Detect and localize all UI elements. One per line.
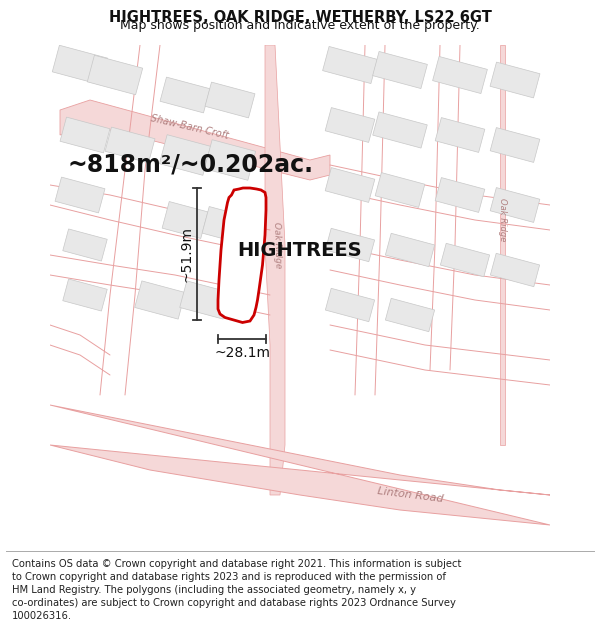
Bar [202, 206, 248, 244]
Bar [325, 288, 374, 322]
Text: ~28.1m: ~28.1m [214, 346, 270, 360]
Bar [375, 173, 425, 208]
Text: ~51.9m: ~51.9m [179, 226, 193, 282]
Bar [205, 82, 255, 118]
Bar [385, 298, 434, 332]
Bar [52, 45, 108, 85]
Bar [160, 77, 210, 113]
Polygon shape [500, 45, 505, 445]
Bar [373, 51, 427, 89]
Text: co-ordinates) are subject to Crown copyright and database rights 2023 Ordnance S: co-ordinates) are subject to Crown copyr… [12, 598, 456, 608]
Bar [135, 281, 185, 319]
Text: Oak Ridge: Oak Ridge [272, 222, 283, 268]
Bar [433, 56, 487, 94]
Bar [162, 201, 208, 239]
Bar [323, 46, 377, 84]
Text: Map shows position and indicative extent of the property.: Map shows position and indicative extent… [120, 19, 480, 31]
Bar [490, 253, 539, 287]
Text: ~818m²/~0.202ac.: ~818m²/~0.202ac. [67, 153, 313, 177]
Bar [60, 117, 110, 153]
Bar [440, 243, 490, 277]
Bar [490, 127, 540, 162]
Text: to Crown copyright and database rights 2023 and is reproduced with the permissio: to Crown copyright and database rights 2… [12, 572, 446, 582]
Polygon shape [60, 100, 330, 180]
Bar [55, 177, 105, 213]
Bar [325, 168, 375, 202]
Text: Linton Road: Linton Road [376, 486, 443, 504]
Polygon shape [50, 405, 550, 525]
Bar [87, 55, 143, 95]
Text: Contains OS data © Crown copyright and database right 2021. This information is : Contains OS data © Crown copyright and d… [12, 559, 461, 569]
Text: HM Land Registry. The polygons (including the associated geometry, namely x, y: HM Land Registry. The polygons (includin… [12, 585, 416, 595]
Bar [63, 279, 107, 311]
Bar [63, 229, 107, 261]
Bar [325, 228, 374, 262]
Bar [105, 127, 155, 163]
Bar [435, 177, 485, 212]
Polygon shape [218, 188, 266, 322]
Bar [373, 112, 427, 148]
Bar [160, 135, 211, 175]
Text: HIGHTREES: HIGHTREES [238, 241, 362, 259]
Bar [180, 281, 230, 319]
Text: Shaw-Barn Croft: Shaw-Barn Croft [150, 114, 230, 141]
Text: Oak Ridge: Oak Ridge [498, 198, 507, 242]
Bar [325, 107, 375, 142]
Bar [490, 188, 540, 222]
Text: HIGHTREES, OAK RIDGE, WETHERBY, LS22 6GT: HIGHTREES, OAK RIDGE, WETHERBY, LS22 6GT [109, 10, 491, 25]
Bar [490, 62, 540, 98]
Polygon shape [265, 45, 285, 495]
Text: 100026316.: 100026316. [12, 611, 72, 621]
Bar [205, 140, 256, 180]
Bar [435, 118, 485, 152]
Bar [385, 233, 434, 267]
